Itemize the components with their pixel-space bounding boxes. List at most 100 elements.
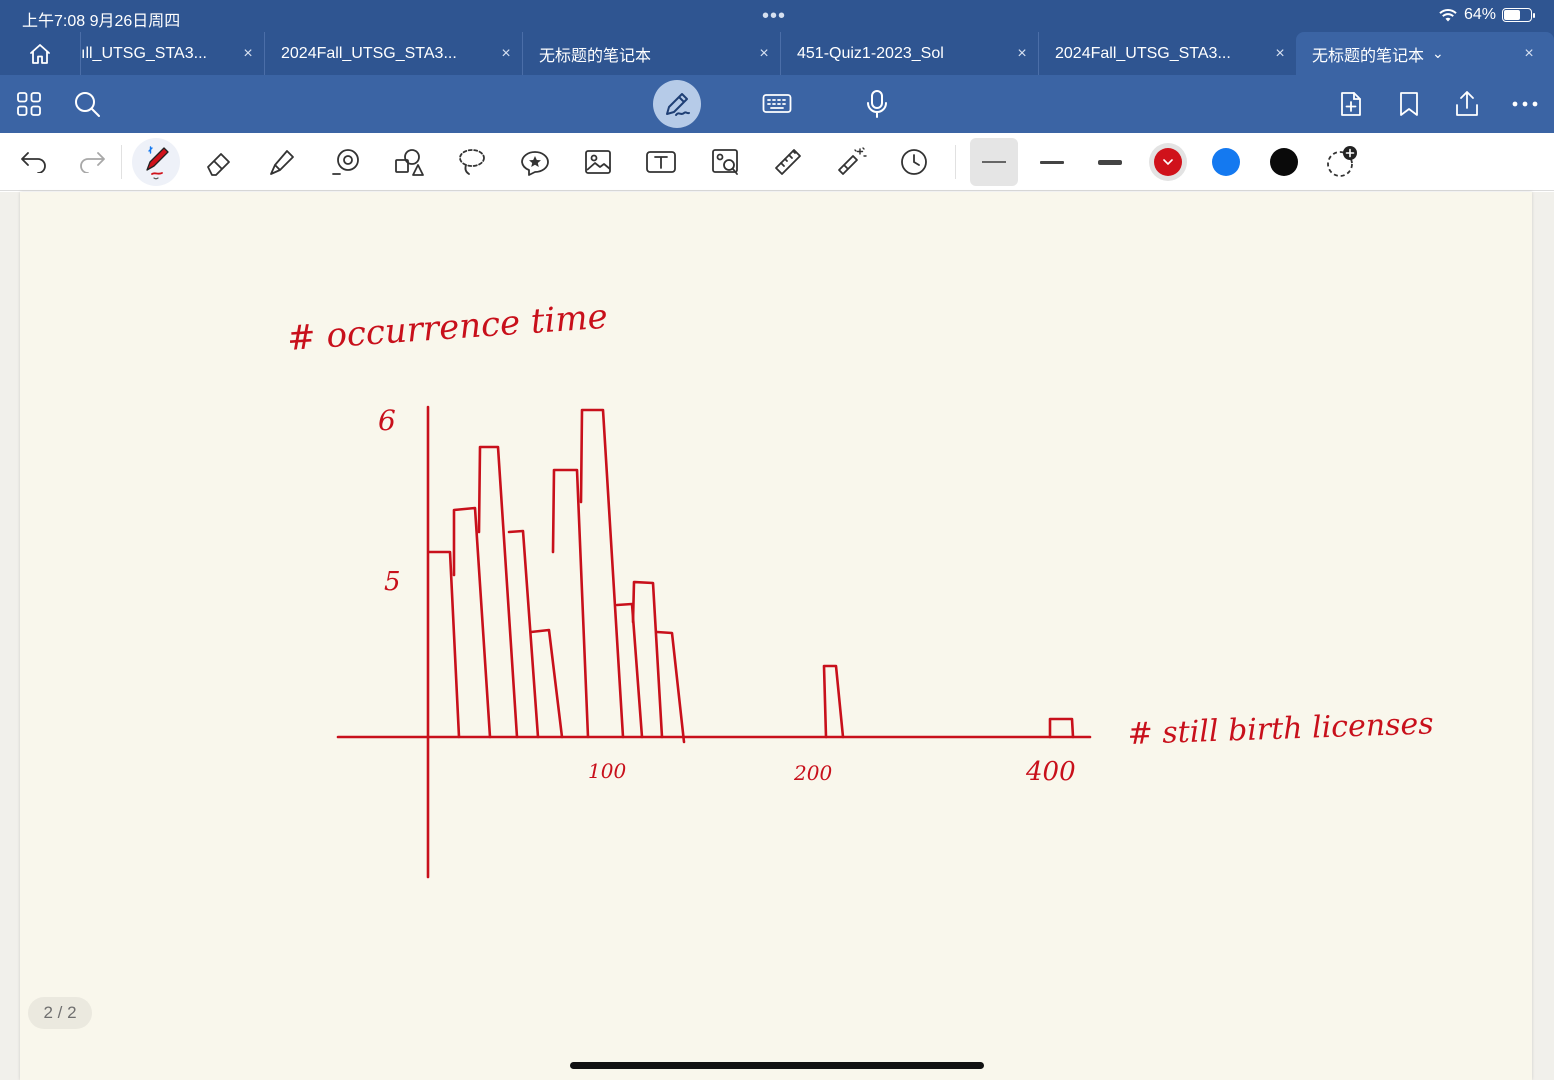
color-red-button[interactable] [1148,142,1188,182]
notebook-canvas[interactable]: # occurrence time 6 5 100 200 400 # stil… [0,192,1554,1080]
highlighter-button[interactable] [262,142,302,182]
tab-bar: ıll_UTSG_STA3... × 2024Fall_UTSG_STA3...… [0,32,1554,75]
add-page-button[interactable] [1331,84,1371,124]
add-color-button[interactable] [1322,142,1362,182]
tab-label: 无标题的笔记本 [539,47,652,65]
microphone-button[interactable] [857,84,897,124]
battery-percent: 64% [1463,6,1496,23]
selected-color-ring [1149,143,1187,181]
eraser-button[interactable] [199,142,239,182]
color-blue-button[interactable] [1206,142,1246,182]
tab-close-icon[interactable]: × [1017,44,1027,62]
tab-label: 无标题的笔记本 [1312,47,1425,65]
medium-line-icon [1040,160,1064,164]
ink-title: # occurrence time [286,297,609,359]
redo-icon [80,152,105,173]
undo-button[interactable] [14,142,54,182]
ink-x-label-400: 400 [1025,757,1076,787]
elements-icon [395,149,424,176]
battery-fill [1504,10,1520,20]
chevron-down-icon[interactable]: ⌄ [1432,45,1444,61]
thickness-medium-button[interactable] [1032,142,1072,182]
tab-label: ıll_UTSG_STA3... [81,44,207,62]
image-icon [585,150,611,174]
ruler-button[interactable] [768,142,808,182]
image-button[interactable] [578,142,618,182]
share-button[interactable] [1447,84,1487,124]
tab-0[interactable]: ıll_UTSG_STA3... × [80,32,263,75]
thickness-thin-button[interactable] [970,138,1018,186]
history-icon [901,149,927,175]
text-button[interactable] [641,142,681,182]
tab-close-icon[interactable]: × [501,44,511,62]
elements-button[interactable] [389,142,429,182]
shape-button[interactable] [326,142,366,182]
search-button[interactable] [67,84,107,124]
pen-mode-icon [666,93,690,116]
sticker-icon [521,151,549,176]
color-swatch-blue [1212,148,1240,176]
lasso-icon [459,149,485,175]
ink-bar [822,664,845,739]
ink-x-label-200: 200 [793,761,832,785]
page-counter: 2 / 2 [28,997,92,1029]
main-toolbar [0,75,1554,133]
pen-icon [146,146,169,180]
keyboard-button[interactable] [757,84,797,124]
wifi-icon [1439,9,1457,22]
home-indicator[interactable] [570,1062,984,1069]
ink-bar [529,628,564,739]
color-black-button[interactable] [1264,142,1304,182]
camera-button[interactable] [705,142,745,182]
search-icon [75,92,100,117]
ink-y-label-5: 5 [384,567,401,597]
ink-bar [477,445,519,739]
sticker-button[interactable] [515,142,555,182]
undo-icon [21,152,46,173]
ink-bar [615,602,644,739]
lasso-button[interactable] [452,142,492,182]
notebook-page[interactable]: # occurrence time 6 5 100 200 400 # stil… [20,192,1532,1080]
tab-close-icon[interactable]: × [759,44,769,62]
ink-bar [579,408,625,739]
color-swatch-black [1270,148,1298,176]
redo-button[interactable] [72,142,112,182]
grid-button[interactable] [9,84,49,124]
bookmark-button[interactable] [1389,84,1429,124]
handwritten-ink: # occurrence time 6 5 100 200 400 # stil… [286,297,1434,879]
home-button[interactable] [0,32,80,75]
thin-line-icon [982,161,1006,163]
ruler-icon [775,149,801,175]
tab-3[interactable]: 451-Quiz1-2023_Sol × [780,32,1037,75]
camera-icon [712,149,738,175]
laser-pointer-button[interactable] [831,142,871,182]
tab-label: 2024Fall_UTSG_STA3... [281,44,457,62]
tab-1[interactable]: 2024Fall_UTSG_STA3... × [264,32,521,75]
bookmark-icon [1400,92,1418,116]
tab-label: 451-Quiz1-2023_Sol [797,44,944,62]
tab-4[interactable]: 2024Fall_UTSG_STA3... × [1038,32,1295,75]
pen-mode-button[interactable] [653,80,701,128]
thickness-thick-button[interactable] [1090,142,1130,182]
multitask-dots-icon[interactable]: ••• [762,5,787,27]
pen-tool-button[interactable] [132,138,180,186]
history-button[interactable] [894,142,934,182]
grid-icon [17,92,41,116]
tab-close-icon[interactable]: × [1275,44,1285,62]
tab-2[interactable]: 无标题的笔记本 × [522,32,779,75]
tab-close-icon[interactable]: × [1524,44,1534,62]
ink-x-label-100: 100 [588,759,626,783]
chevron-down-icon [1163,159,1173,165]
ink-bar [452,506,492,739]
microphone-icon [867,90,887,118]
status-bar: 上午7:08 9月26日周四 ••• 64% [0,0,1554,32]
drawing-toolbar [0,133,1554,191]
tab-5-active[interactable]: 无标题的笔记本 ⌄ × [1296,32,1554,75]
ink-bar [427,550,461,739]
ink-bar [1048,717,1075,739]
highlighter-icon [270,150,294,175]
toolbar-divider [121,145,122,179]
more-button[interactable] [1505,84,1545,124]
tab-close-icon[interactable]: × [243,44,253,62]
ink-bar [655,630,686,744]
